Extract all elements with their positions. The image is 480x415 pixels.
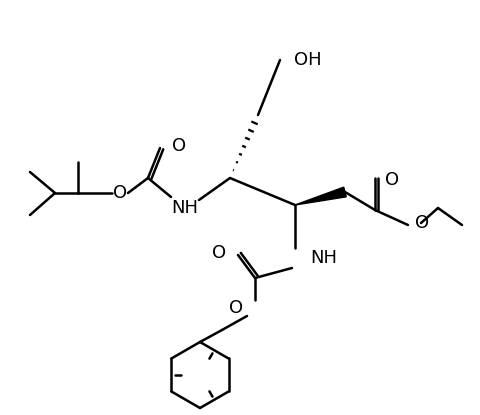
Text: O: O <box>384 171 398 189</box>
Text: O: O <box>113 184 127 202</box>
Text: O: O <box>414 214 428 232</box>
Text: NH: NH <box>309 249 336 267</box>
Text: OH: OH <box>293 51 321 69</box>
Text: NH: NH <box>171 199 198 217</box>
Polygon shape <box>294 187 346 205</box>
Text: O: O <box>172 137 186 155</box>
Text: O: O <box>211 244 226 262</box>
Text: O: O <box>228 299 242 317</box>
